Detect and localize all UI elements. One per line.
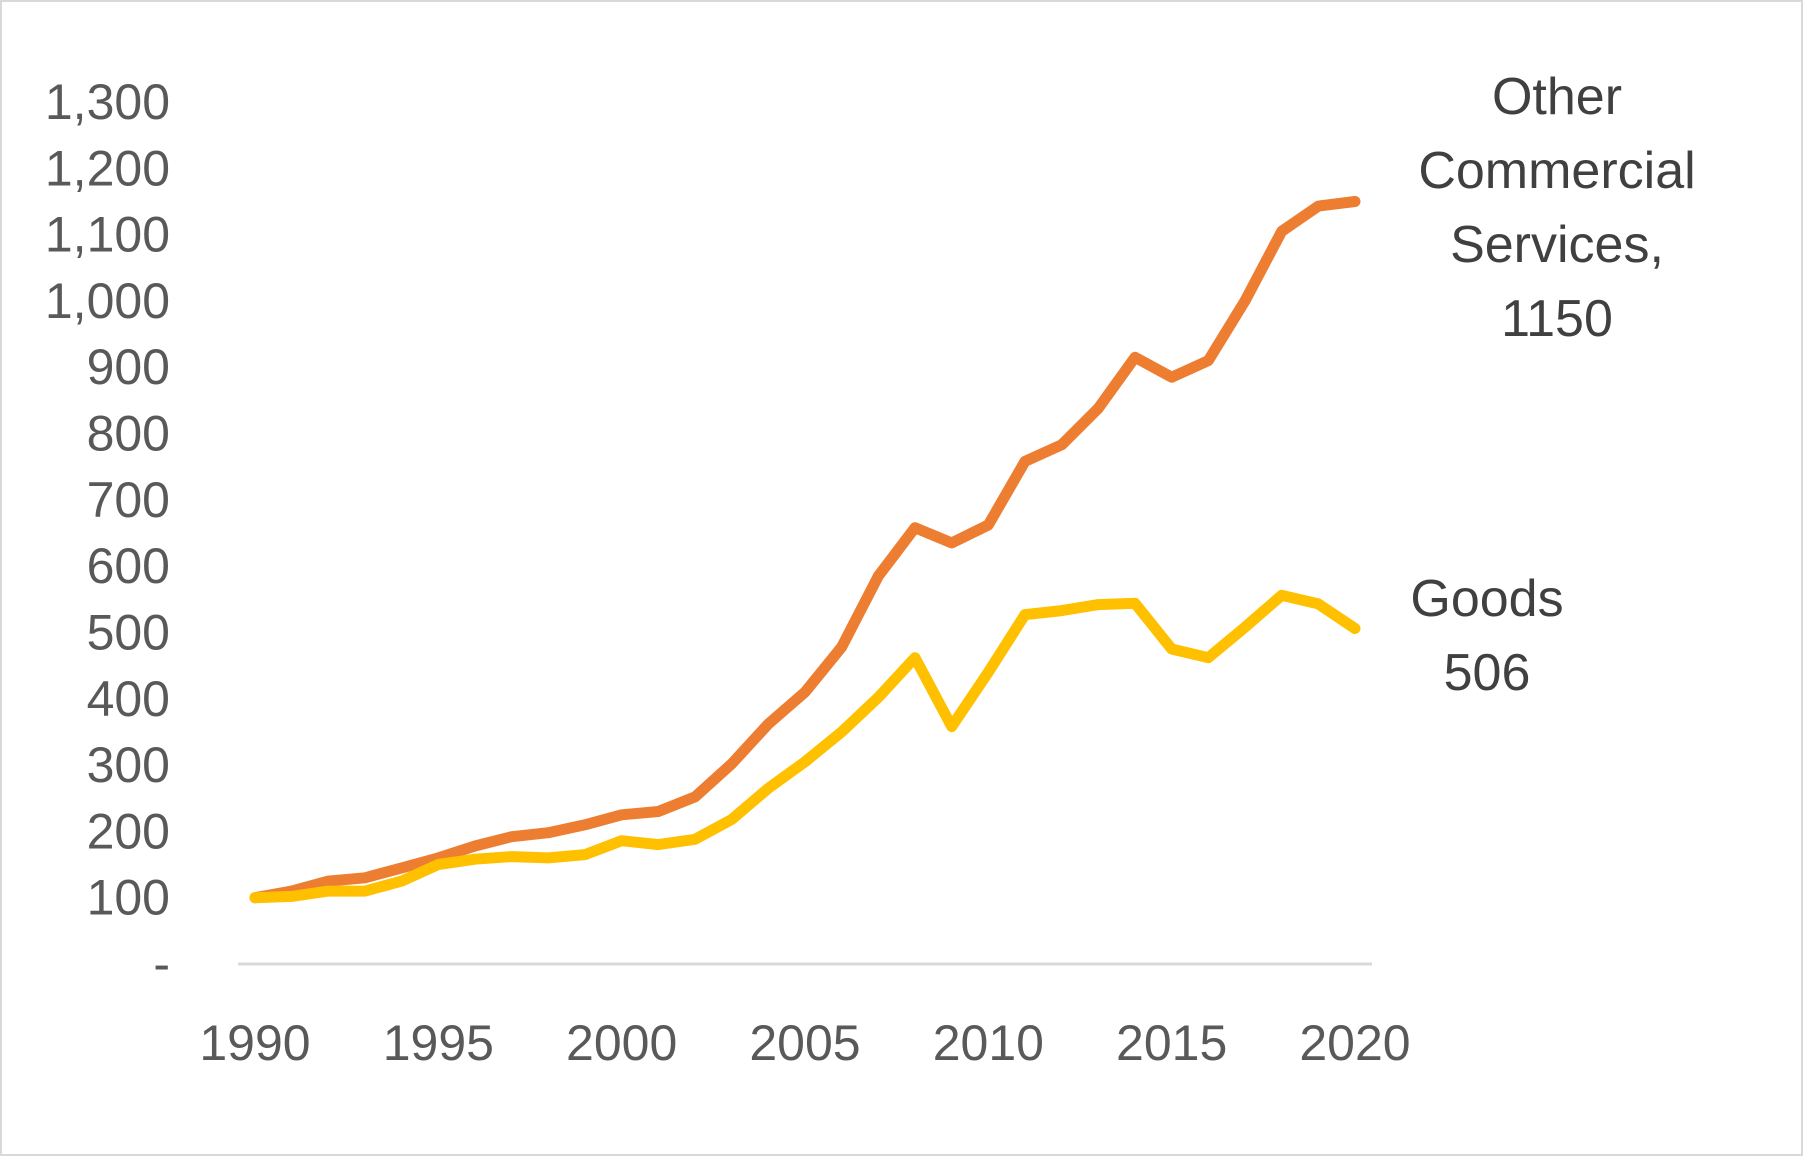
x-tick-label: 2005	[749, 1015, 860, 1071]
annotation-line: 506	[1444, 644, 1531, 702]
annotation-other-commercial-services: Other Commercial Services, 1150	[1418, 68, 1695, 348]
x-tick-label: 2015	[1116, 1015, 1227, 1071]
y-tick-label: 100	[87, 870, 170, 926]
y-tick-label: 700	[87, 472, 170, 528]
series-line-other-commercial-services	[249, 196, 1361, 904]
annotation-line: Commercial	[1418, 142, 1695, 200]
x-tick-label: 1995	[383, 1015, 494, 1071]
annotation-line: Services,	[1450, 216, 1664, 274]
y-tick-label: -	[153, 936, 170, 992]
annotation-goods: Goods 506	[1410, 570, 1563, 702]
annotation-line: Goods	[1410, 570, 1563, 628]
y-tick-label: 400	[87, 671, 170, 727]
y-tick-label: 300	[87, 737, 170, 793]
y-tick-label: 1,200	[45, 140, 170, 196]
y-tick-label: 1,100	[45, 207, 170, 263]
y-tick-label: 200	[87, 803, 170, 859]
x-axis-tick-labels: 1990 1995 2000 2005 2010 2015 2020	[199, 1015, 1410, 1071]
annotation-line: Other	[1492, 68, 1622, 126]
series-line-goods	[249, 589, 1361, 904]
y-tick-label: 1,300	[45, 74, 170, 130]
x-tick-label: 2020	[1299, 1015, 1410, 1071]
x-tick-label: 2010	[933, 1015, 1044, 1071]
y-tick-label: 900	[87, 339, 170, 395]
annotation-line: 1150	[1501, 290, 1613, 348]
x-tick-label: 1990	[199, 1015, 310, 1071]
y-axis-tick-labels: - 100 200 300 400 500 600 700 800 900 1,…	[45, 74, 170, 992]
y-tick-label: 1,000	[45, 273, 170, 329]
y-tick-label: 500	[87, 604, 170, 660]
y-tick-label: 800	[87, 406, 170, 462]
x-tick-label: 2000	[566, 1015, 677, 1071]
y-tick-label: 600	[87, 538, 170, 594]
